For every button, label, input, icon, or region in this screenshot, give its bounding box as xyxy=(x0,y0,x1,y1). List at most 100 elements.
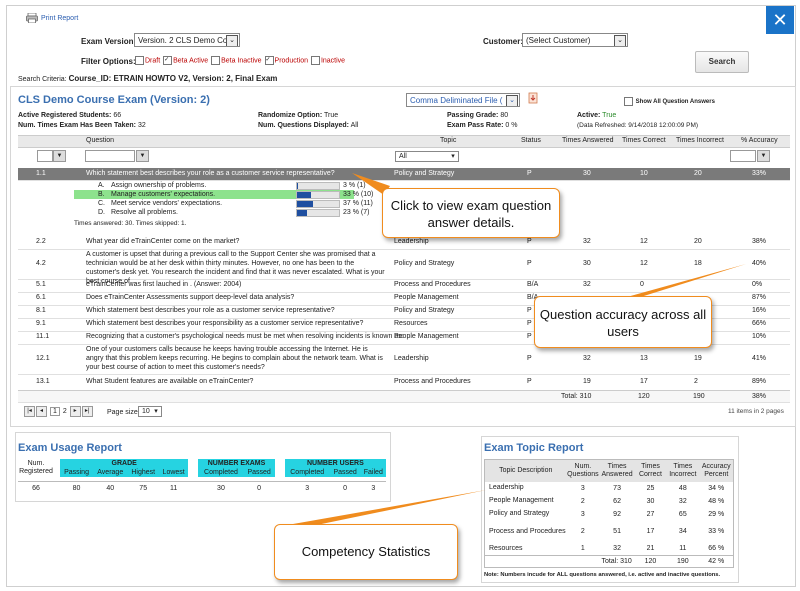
randomize-value: True xyxy=(324,112,339,119)
show-all-checkbox[interactable] xyxy=(624,97,633,106)
num-filter-input[interactable] xyxy=(37,150,53,162)
beta-inactive-checkbox[interactable] xyxy=(211,56,221,65)
topic-questions: 2 xyxy=(580,528,585,535)
table-row-selected[interactable]: 1.1 Which statement best describes your … xyxy=(18,168,790,181)
table-row[interactable]: 11.1 Recognizing that a customer's psycho… xyxy=(18,331,790,345)
table-row[interactable]: 9.1 Which statement best describes your r… xyxy=(18,318,790,332)
col-accuracy[interactable]: % Accuracy xyxy=(741,137,778,144)
table-row[interactable]: 5.1 eTrainCenter was first lauched in . (… xyxy=(18,279,790,293)
users-col-passed: Passed xyxy=(329,468,361,477)
answer-option: A. Assign ownership of problems. xyxy=(74,181,354,190)
table-row[interactable]: 8.1 Which statement best describes your r… xyxy=(18,305,790,319)
col-question[interactable]: Question xyxy=(86,137,115,144)
usage-highest: 75 xyxy=(139,484,148,492)
draft-checkbox[interactable] xyxy=(135,56,144,65)
beta-active-option-label: Beta Active xyxy=(173,57,209,65)
passing-grade-stat: Passing Grade: 80 xyxy=(447,112,508,119)
beta-active-checkbox[interactable]: ✓ xyxy=(163,56,173,65)
row-topic: Policy and Strategy xyxy=(394,170,455,177)
page-size-value: 10 xyxy=(142,408,150,415)
times-taken-value: 32 xyxy=(137,122,146,129)
details-arrow xyxy=(352,173,390,195)
table-row[interactable]: 6.1 Does eTrainCenter Assessments support… xyxy=(18,292,790,306)
row-correct: 0 xyxy=(640,281,644,288)
show-all-answers[interactable]: Show All Question Answers xyxy=(623,97,715,106)
topic-col-incorrect: Times Incorrect xyxy=(669,462,697,478)
topic-total-answered: Total: 310 xyxy=(601,558,632,565)
topic-col-accuracy: Accuracy Percent xyxy=(701,462,731,478)
topic-incorrect: 65 xyxy=(678,510,687,518)
export-format-select[interactable]: Comma Deliminated File (⌄ xyxy=(406,93,520,107)
accuracy-filter-input[interactable] xyxy=(730,150,756,162)
row-accuracy: 66% xyxy=(752,320,767,327)
next-page-icon[interactable]: ▸ xyxy=(69,406,81,417)
topic-report-panel xyxy=(481,436,739,583)
topic-questions: 3 xyxy=(580,510,585,518)
row-status: P xyxy=(527,355,532,362)
col-status[interactable]: Status xyxy=(521,137,541,144)
close-button[interactable]: ✕ xyxy=(766,6,794,34)
row-accuracy: 33% xyxy=(752,170,767,177)
topic-row: Policy and Strategy 3 92 27 65 29 % xyxy=(485,508,734,521)
row-num: 11.1 xyxy=(36,333,50,340)
row-correct: 10 xyxy=(640,170,648,177)
exam-version-value: Version. 2 CLS Demo Co xyxy=(138,36,228,45)
active-students-value: 66 xyxy=(113,112,122,119)
printer-icon[interactable] xyxy=(26,12,38,24)
page-size-select[interactable]: 10 ▾ xyxy=(138,406,162,417)
col-times-answered[interactable]: Times Answered xyxy=(562,137,614,144)
topic-answered: 92 xyxy=(613,510,621,518)
production-checkbox[interactable]: ✓ xyxy=(264,56,274,65)
topic-correct: 21 xyxy=(646,545,655,553)
row-num: 4.2 xyxy=(36,260,46,267)
active-label: Active: xyxy=(577,112,601,119)
topic-answered: 73 xyxy=(613,484,621,492)
table-row[interactable]: 12.1 One of your customers calls because … xyxy=(18,344,790,375)
total-incorrect: 190 xyxy=(693,393,705,400)
filter-icon[interactable]: ▼ xyxy=(53,150,66,162)
table-row[interactable]: 4.2 A customer is upset that during a pre… xyxy=(18,249,790,285)
table-row[interactable]: 2.2 What year did eTrainCenter come on th… xyxy=(18,236,790,250)
search-criteria-value: Course_ID: ETRAIN HOWTO V2, Version: 2, … xyxy=(68,74,278,83)
row-status: P xyxy=(527,378,532,385)
row-answered: 30 xyxy=(583,260,591,267)
topic-questions: 2 xyxy=(580,497,585,505)
search-button[interactable]: Search xyxy=(695,51,749,73)
row-question: One of your customers calls because he k… xyxy=(86,346,383,371)
first-page-icon[interactable]: |◂ xyxy=(24,406,35,417)
topic-filter-select[interactable]: All ▾ xyxy=(395,151,459,162)
export-icon[interactable] xyxy=(528,92,538,104)
row-question: Recognizing that a customer's psychologi… xyxy=(86,333,404,340)
topic-col-answered: Times Answered xyxy=(601,462,633,478)
topic-report-title: Exam Topic Report xyxy=(484,442,584,454)
usage-users-failed: 3 xyxy=(371,484,376,492)
inactive-checkbox[interactable] xyxy=(310,56,320,65)
row-status: P xyxy=(527,238,532,245)
users-header: NUMBER USERS xyxy=(284,459,386,468)
topic-row: Process and Procedures 2 51 17 34 33 % xyxy=(485,521,734,543)
customer-select[interactable]: (Select Customer) ⌄ xyxy=(522,33,628,47)
prev-page-icon[interactable]: ◂ xyxy=(36,406,47,417)
row-topic: People Management xyxy=(394,333,459,340)
page-2[interactable]: 2 xyxy=(62,408,67,415)
filter-options: Draft ✓ Beta Active Beta Inactive ✓ Produc… xyxy=(134,56,345,65)
data-refreshed: (Data Refreshed: 9/14/2018 12:00:09 PM) xyxy=(577,122,699,129)
exam-version-select[interactable]: Version. 2 CLS Demo Co ⌄ xyxy=(134,33,240,47)
row-question: Does eTrainCenter Assessments support de… xyxy=(86,294,295,301)
col-times-incorrect[interactable]: Times Incorrect xyxy=(676,137,724,144)
topic-col-questions: Num. Questions xyxy=(567,462,599,478)
col-times-correct[interactable]: Times Correct xyxy=(622,137,666,144)
competency-arrow xyxy=(276,490,486,533)
last-page-icon[interactable]: ▸| xyxy=(81,406,93,417)
topic-correct: 25 xyxy=(646,484,655,492)
filter-icon[interactable]: ▼ xyxy=(757,150,770,162)
filter-icon[interactable]: ▼ xyxy=(136,150,149,162)
page-1[interactable]: 1 xyxy=(49,407,60,416)
question-filter-input[interactable] xyxy=(85,150,135,162)
passing-grade-value: 80 xyxy=(500,112,509,119)
topic-col-correct: Times Correct xyxy=(638,462,662,478)
print-report-link[interactable]: Print Report xyxy=(41,15,79,22)
col-topic[interactable]: Topic xyxy=(440,137,457,144)
row-question: Which statement best describes your role… xyxy=(86,307,335,314)
row-status: P xyxy=(527,307,532,314)
